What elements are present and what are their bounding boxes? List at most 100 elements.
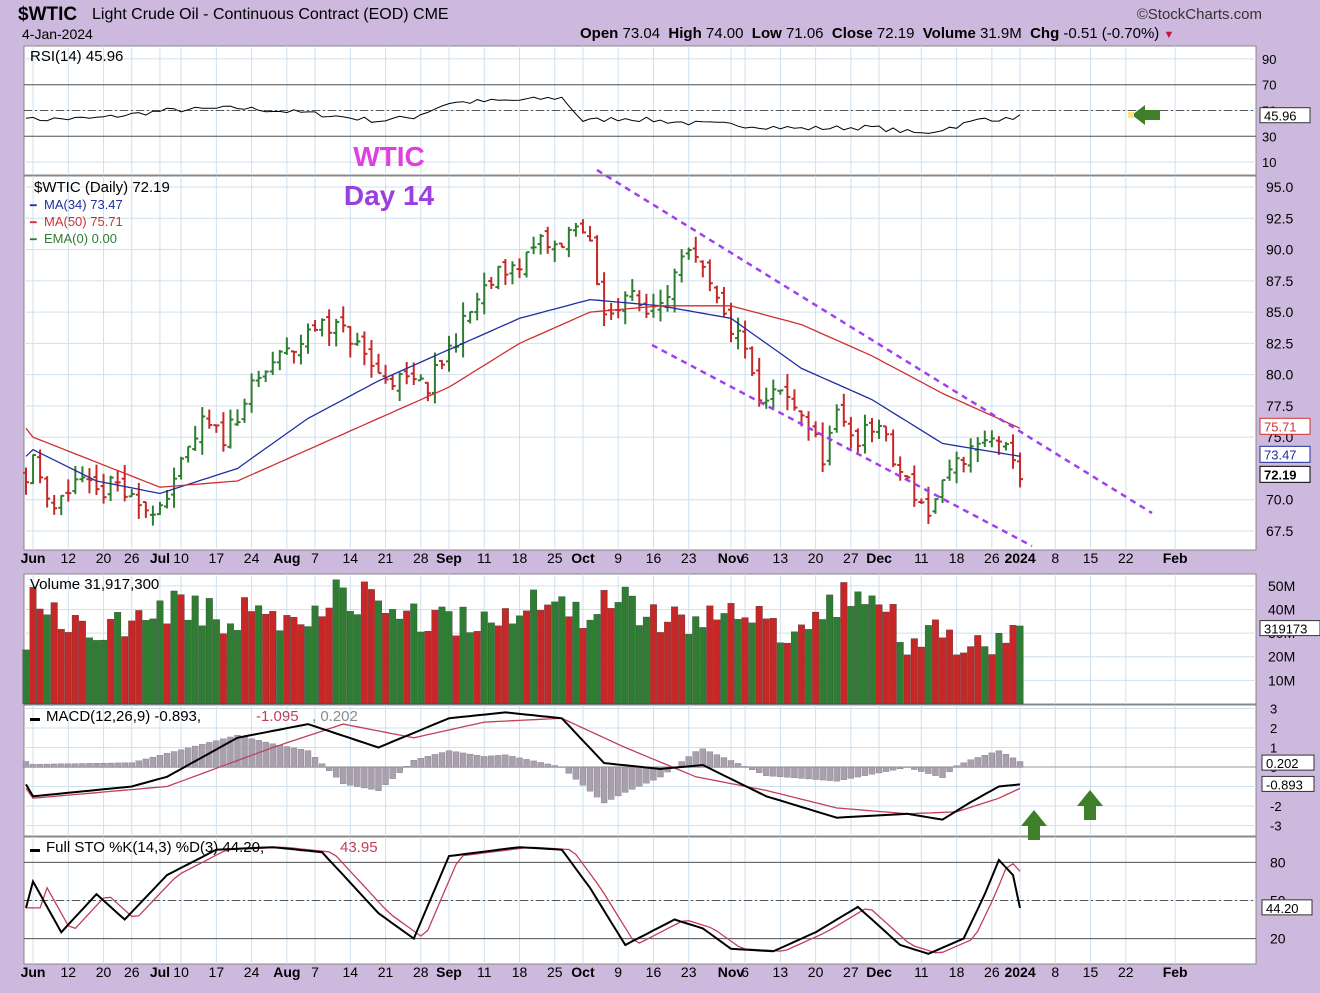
macd-histogram-bar bbox=[946, 766, 953, 773]
price-tag-box bbox=[1259, 445, 1311, 463]
volume-bar bbox=[586, 619, 594, 705]
volume-bar bbox=[50, 602, 58, 705]
macd-histogram-bar bbox=[149, 756, 157, 768]
macd-histogram-bar bbox=[58, 763, 65, 768]
macd-histogram-bar bbox=[100, 762, 107, 768]
macd-value-tag-box bbox=[1261, 775, 1315, 792]
macd-histogram-bar bbox=[882, 766, 890, 772]
x-tick-label: 13 bbox=[773, 550, 789, 566]
price-tick: 67.5 bbox=[1266, 523, 1293, 539]
volume-bar bbox=[205, 598, 213, 705]
volume-bar bbox=[142, 620, 150, 705]
volume-bar bbox=[431, 609, 439, 705]
description: Light Crude Oil - Continuous Contract (E… bbox=[92, 6, 449, 24]
volume-bar bbox=[678, 614, 686, 705]
macd-histogram-bar bbox=[544, 763, 551, 768]
macd-histogram-bar bbox=[325, 766, 333, 771]
volume-bar bbox=[114, 612, 122, 705]
macd-histogram-bar bbox=[741, 766, 749, 768]
ma34-legend-icon: ━ bbox=[29, 200, 37, 212]
volume-legend: Volume 31,917,300 bbox=[30, 576, 159, 593]
volume-bar bbox=[840, 582, 848, 705]
volume-bar bbox=[283, 615, 291, 705]
x-tick-label: Sep bbox=[436, 550, 462, 566]
macd-histogram-bar bbox=[466, 753, 474, 768]
x-tick-label: Oct bbox=[571, 550, 595, 566]
macd-histogram-bar bbox=[290, 747, 298, 768]
macd-tick: 2 bbox=[1270, 721, 1277, 736]
macd-histogram-bar bbox=[495, 755, 502, 768]
macd-line bbox=[25, 711, 1021, 821]
macd-histogram-bar bbox=[706, 751, 713, 768]
macd-histogram-bar bbox=[967, 759, 974, 768]
volume-bar bbox=[903, 654, 911, 705]
volume-label: Volume bbox=[922, 25, 976, 42]
volume-bar bbox=[184, 619, 192, 705]
x-tick-label: 11 bbox=[477, 550, 492, 566]
x-tick-label: 22 bbox=[1118, 964, 1134, 980]
volume-bar bbox=[642, 616, 650, 705]
macd-histogram-bar bbox=[410, 760, 417, 768]
macd-histogram-bar bbox=[1016, 761, 1024, 768]
macd-histogram-bar bbox=[847, 766, 854, 779]
ma34-legend: MA(34) 73.47 bbox=[44, 197, 123, 212]
volume-bar bbox=[466, 632, 474, 705]
x-tick-label: 20 bbox=[808, 964, 824, 980]
volume-bar bbox=[995, 633, 1003, 705]
volume-bar bbox=[953, 654, 961, 705]
x-tick-label: 26 bbox=[984, 550, 1000, 566]
macd-histogram-bar bbox=[551, 765, 558, 768]
macd-histogram-bar bbox=[121, 762, 128, 768]
macd-histogram-bar bbox=[1009, 757, 1017, 768]
volume-bar bbox=[1016, 625, 1024, 705]
volume-bar bbox=[248, 611, 256, 705]
x-tick-label: 21 bbox=[378, 550, 394, 566]
x-tick-label: Nov bbox=[718, 964, 745, 980]
chg-value: -0.51 (-0.70%) bbox=[1063, 25, 1160, 42]
macd-histogram-bar bbox=[283, 746, 291, 768]
left-arrow-icon bbox=[1132, 105, 1160, 125]
macd-histogram-bar bbox=[163, 753, 171, 768]
macd-histogram-bar bbox=[438, 752, 446, 768]
volume-bar bbox=[57, 629, 65, 705]
x-tick-label: 20 bbox=[96, 964, 112, 980]
volume-bar bbox=[826, 594, 834, 705]
volume-bar bbox=[692, 616, 700, 705]
volume-bar bbox=[501, 608, 509, 705]
volume-bar bbox=[494, 625, 502, 705]
volume-bar bbox=[424, 630, 432, 705]
x-tick-label: 16 bbox=[646, 964, 662, 980]
volume-bar bbox=[805, 629, 812, 705]
volume-bar bbox=[107, 618, 115, 705]
volume-bar bbox=[727, 603, 735, 705]
x-tick-label: 17 bbox=[209, 550, 225, 566]
macd-histogram-bar bbox=[763, 766, 770, 776]
x-tick-label: 7 bbox=[311, 964, 319, 980]
x-tick-label: 2024 bbox=[1004, 550, 1035, 566]
volume-bar bbox=[713, 619, 721, 705]
volume-bar bbox=[473, 631, 481, 705]
macd-histogram-bar bbox=[488, 755, 495, 768]
x-tick-label: Oct bbox=[571, 964, 595, 980]
macd-histogram-bar bbox=[530, 760, 537, 768]
brand-label: ©StockCharts.com bbox=[1136, 6, 1262, 23]
macd-tick: 1 bbox=[1270, 741, 1277, 756]
price-tick: 95.0 bbox=[1266, 179, 1293, 195]
volume-bar bbox=[156, 600, 164, 705]
volume-bar bbox=[967, 646, 975, 705]
macd-histogram-bar bbox=[142, 758, 150, 768]
volume-tick: 20M bbox=[1268, 649, 1295, 665]
volume-bar bbox=[889, 604, 897, 705]
volume-bar bbox=[43, 614, 51, 705]
macd-histogram-bar bbox=[586, 766, 594, 792]
volume-bar bbox=[71, 615, 79, 705]
macd-histogram-bar bbox=[311, 757, 319, 768]
macd-histogram-bar bbox=[424, 756, 432, 768]
x-tick-label: Sep bbox=[436, 964, 462, 980]
volume-bar bbox=[875, 604, 883, 705]
rsi-tick: 10 bbox=[1262, 155, 1276, 170]
macd-histogram-bar bbox=[241, 736, 248, 768]
volume-bar bbox=[346, 611, 354, 705]
macd-histogram-bar bbox=[537, 762, 544, 768]
macd-histogram-bar bbox=[840, 766, 847, 780]
